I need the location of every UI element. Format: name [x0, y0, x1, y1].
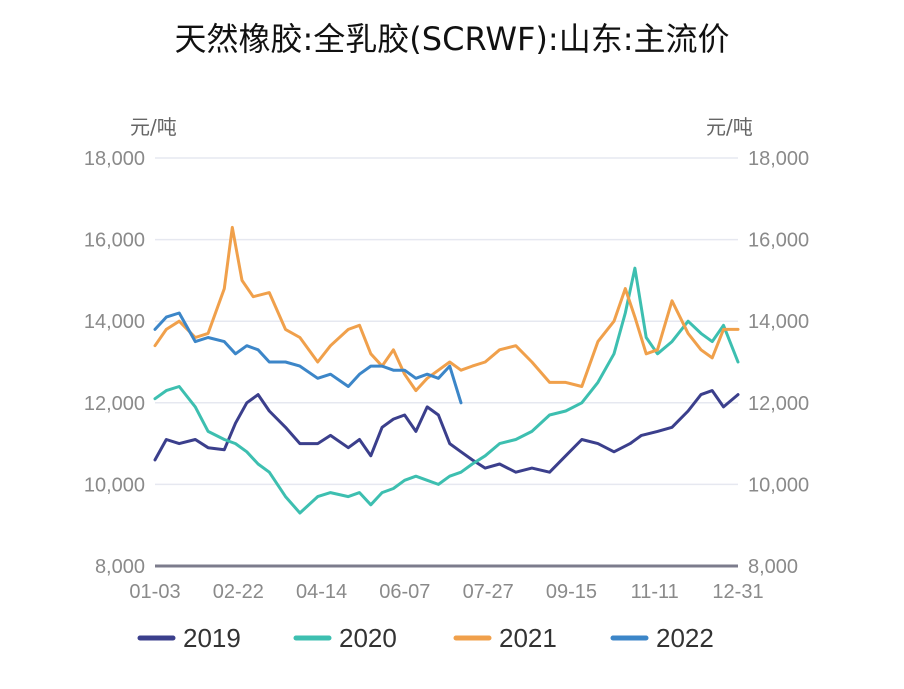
legend-label-2019: 2019 [183, 623, 241, 653]
y-tick-left: 12,000 [84, 393, 145, 415]
y-tick-right: 10,000 [748, 474, 809, 496]
legend-label-2022: 2022 [656, 623, 714, 653]
series-line-2021 [153, 225, 740, 393]
x-tick-label: 11-11 [631, 581, 679, 603]
series-lines [153, 225, 740, 515]
y-axis-unit-left: 元/吨 [130, 115, 177, 139]
series-line-2019 [153, 389, 740, 474]
series-line-2020 [153, 266, 740, 515]
y-tick-left: 14,000 [84, 311, 145, 333]
y-tick-left: 8,000 [95, 556, 145, 578]
x-tick-label: 09-15 [546, 581, 597, 603]
y-tick-right: 8,000 [748, 556, 798, 578]
x-tick-label: 12-31 [712, 581, 763, 603]
chart-title: 天然橡胶:全乳胶(SCRWF):山东:主流价 [174, 20, 730, 58]
legend-label-2021: 2021 [499, 623, 557, 653]
series-line-2022 [153, 311, 463, 405]
y-tick-right: 18,000 [748, 148, 809, 170]
y-tick-right: 14,000 [748, 311, 809, 333]
y-tick-right: 12,000 [748, 393, 809, 415]
legend-label-2020: 2020 [339, 623, 397, 653]
y-axis-unit-right: 元/吨 [706, 115, 753, 139]
y-tick-left: 10,000 [84, 474, 145, 496]
legend: 2019 2020 2021 2022 [137, 623, 714, 653]
x-tick-label: 04-14 [296, 581, 347, 603]
y-tick-left: 16,000 [84, 230, 145, 252]
y-tick-left: 18,000 [84, 148, 145, 170]
y-tick-right: 16,000 [748, 230, 809, 252]
x-tick-label: 06-07 [379, 581, 430, 603]
x-tick-label: 02-22 [213, 581, 264, 603]
axes: 元/吨 元/吨 8,000 8,000 10,000 10,000 12,000 12,0… [84, 115, 809, 603]
x-tick-label: 01-03 [129, 581, 180, 603]
x-tick-label: 07-27 [463, 581, 514, 603]
grid-lines [155, 157, 738, 486]
